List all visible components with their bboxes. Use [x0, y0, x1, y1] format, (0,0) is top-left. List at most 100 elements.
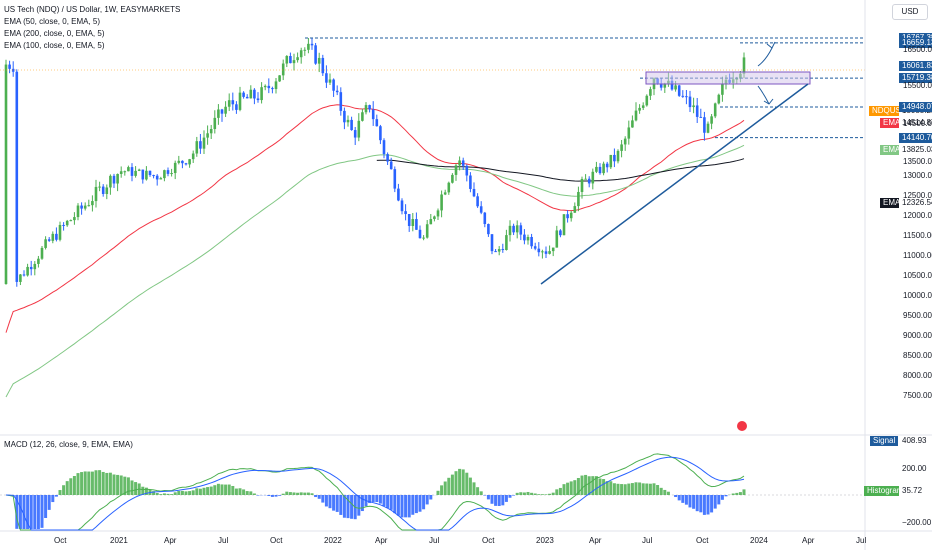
- macd-histogram-bar: [134, 482, 138, 495]
- candle-body: [523, 234, 526, 241]
- candle-body: [703, 117, 706, 133]
- candle-body: [350, 119, 353, 131]
- price-tick: 13000.00: [903, 171, 932, 180]
- macd-histogram-bar: [202, 487, 206, 495]
- macd-histogram-bar: [540, 494, 544, 495]
- candle-body: [407, 214, 411, 226]
- candle-body: [299, 50, 303, 58]
- candle-body: [274, 81, 278, 90]
- macd-histogram-bar: [155, 492, 159, 495]
- price-axis-label: 16061.83: [899, 60, 932, 71]
- macd-histogram-bar: [569, 481, 573, 495]
- macd-histogram-bar: [735, 492, 739, 495]
- macd-histogram-bar: [497, 495, 501, 506]
- candle-body: [616, 150, 620, 162]
- macd-histogram-bar: [65, 481, 69, 495]
- macd-histogram-bar: [594, 476, 598, 495]
- macd-histogram-bar: [382, 495, 386, 507]
- macd-histogram-bar: [184, 491, 188, 495]
- macd-histogram-bar: [533, 493, 537, 495]
- ema-100-legend[interactable]: EMA (100, close, 0, EMA, 5): [4, 41, 105, 50]
- macd-histogram-bar: [738, 492, 742, 495]
- macd-histogram-bar: [634, 482, 638, 495]
- macd-histogram-bar: [18, 495, 22, 529]
- macd-histogram-bar: [130, 480, 134, 495]
- candle-body: [400, 200, 404, 212]
- candle-body: [22, 274, 26, 276]
- macd-histogram-bar: [288, 492, 292, 495]
- candle-body: [375, 119, 379, 127]
- candle-body: [278, 75, 281, 82]
- macd-legend[interactable]: MACD (12, 26, close, 9, EMA, EMA): [4, 440, 133, 449]
- candle-body: [47, 239, 51, 241]
- macd-histogram-bar: [220, 484, 224, 495]
- candle-body: [562, 214, 566, 236]
- macd-histogram-bar: [472, 482, 476, 495]
- candle-body: [76, 205, 80, 218]
- macd-histogram-bar: [652, 483, 656, 495]
- macd-histogram-bar: [645, 483, 649, 495]
- macd-histogram-bar: [612, 483, 616, 495]
- candle-body: [627, 127, 631, 139]
- time-tick: Oct: [696, 536, 709, 545]
- us-flag-icon: [737, 421, 747, 431]
- ema-200-legend[interactable]: EMA (200, close, 0, EMA, 5): [4, 29, 105, 38]
- candle-body: [681, 95, 685, 97]
- price-tick: 16500.00: [903, 45, 932, 54]
- candle-body: [109, 175, 112, 188]
- candle-body: [659, 83, 663, 88]
- macd-histogram-bar: [94, 470, 98, 495]
- candle-body: [742, 57, 746, 74]
- candle-body: [440, 194, 443, 211]
- macd-histogram-bar: [724, 495, 728, 497]
- candle-body: [695, 105, 699, 117]
- macd-histogram-bar: [191, 490, 195, 495]
- macd-signal-label: Signal: [870, 436, 899, 446]
- candle-body: [33, 263, 37, 270]
- up-arrow-head: [766, 41, 776, 49]
- candle-body: [443, 192, 447, 195]
- macd-histogram-bar: [224, 484, 228, 495]
- candle-body: [62, 224, 65, 226]
- candle-body: [609, 154, 613, 168]
- macd-histogram-bar: [180, 490, 184, 495]
- candle-body: [310, 43, 314, 46]
- macd-histogram-bar: [605, 481, 609, 495]
- candle-body: [184, 163, 188, 165]
- macd-histogram-bar: [465, 472, 469, 495]
- ema-50-legend[interactable]: EMA (50, close, 0, EMA, 5): [4, 17, 101, 26]
- candle-body: [361, 112, 364, 121]
- macd-histogram-bar: [544, 494, 548, 495]
- macd-histogram-bar: [663, 489, 667, 495]
- annotations: [0, 37, 865, 431]
- macd-histogram-bar: [648, 483, 652, 495]
- currency-button[interactable]: USD: [892, 4, 928, 20]
- macd-histogram-bar: [490, 495, 494, 504]
- candle-body: [566, 214, 569, 219]
- time-tick: Oct: [270, 536, 283, 545]
- candle-body: [710, 116, 713, 124]
- candle-body: [19, 274, 22, 282]
- macd-histogram-bar: [659, 487, 663, 495]
- candle-body: [328, 79, 332, 83]
- macd-histogram-bar: [278, 495, 282, 496]
- macd-histogram-bar: [368, 495, 372, 504]
- macd-histogram-bar: [425, 495, 429, 505]
- candle-body: [271, 88, 274, 90]
- macd-histogram-bar: [152, 491, 156, 495]
- candle-body: [515, 225, 519, 233]
- candle-body: [422, 237, 425, 239]
- macd-histogram-bar: [141, 486, 145, 495]
- time-tick: Jul: [856, 536, 867, 545]
- candle-body: [145, 170, 148, 180]
- macd-histogram-bar: [314, 495, 318, 498]
- candle-body: [292, 60, 296, 64]
- candle-body: [577, 191, 580, 207]
- price-axis-label: EMA: [880, 197, 904, 208]
- candle-body: [181, 160, 184, 164]
- price-tick: 12000.00: [903, 211, 932, 220]
- macd-histogram-bar: [285, 491, 289, 495]
- macd-histogram-bar: [335, 495, 339, 512]
- candle-body: [29, 266, 33, 270]
